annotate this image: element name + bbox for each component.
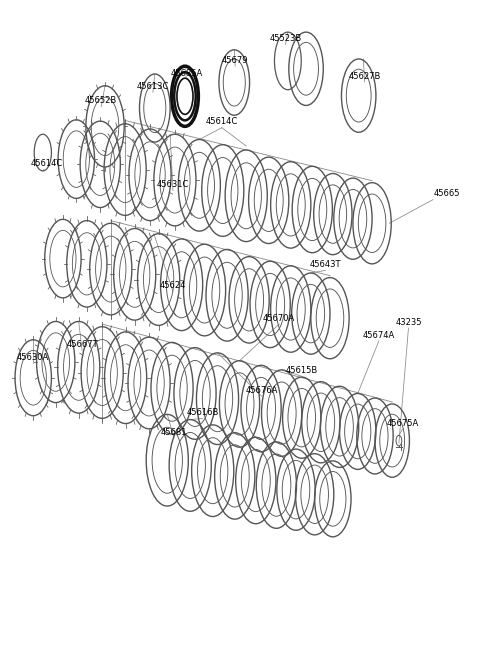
- Text: 45676A: 45676A: [245, 386, 278, 395]
- Text: 45613C: 45613C: [137, 82, 169, 91]
- Text: 45681: 45681: [161, 428, 187, 437]
- Text: 45675A: 45675A: [386, 419, 419, 428]
- Text: 45679: 45679: [222, 56, 249, 65]
- Text: 45614C: 45614C: [206, 117, 238, 127]
- Text: 45624: 45624: [160, 281, 186, 290]
- Text: 45643T: 45643T: [310, 260, 341, 269]
- Text: 45523B: 45523B: [269, 34, 301, 43]
- Text: 45616B: 45616B: [187, 408, 219, 417]
- Text: 43235: 43235: [395, 318, 422, 327]
- Text: 45667T: 45667T: [66, 340, 98, 349]
- Text: 45670A: 45670A: [263, 314, 295, 323]
- Text: 45665: 45665: [434, 190, 460, 198]
- Text: 45685A: 45685A: [170, 69, 203, 78]
- Text: 45674A: 45674A: [363, 331, 395, 340]
- Text: 45627B: 45627B: [348, 72, 381, 81]
- Text: 45615B: 45615B: [286, 366, 318, 375]
- Text: 45631C: 45631C: [157, 180, 189, 189]
- Text: 45652B: 45652B: [85, 96, 117, 106]
- Text: 45630A: 45630A: [17, 353, 49, 362]
- Text: 45614C: 45614C: [31, 159, 63, 169]
